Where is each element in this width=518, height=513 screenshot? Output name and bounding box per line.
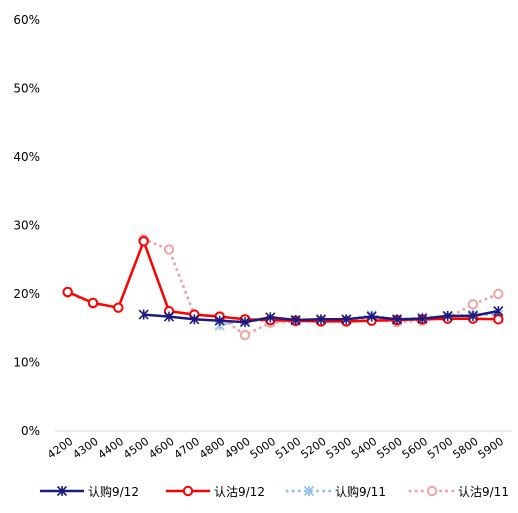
data-point	[62, 286, 73, 298]
data-point	[467, 310, 479, 321]
x-tick-label: 5100	[273, 435, 303, 462]
legend-label: 认购9/11	[335, 484, 386, 499]
data-point	[493, 306, 504, 317]
data-point	[189, 314, 200, 325]
data-point	[239, 329, 251, 341]
plot-area	[62, 234, 504, 341]
x-tick-label: 4400	[96, 435, 126, 462]
data-point	[315, 314, 327, 325]
series-1	[138, 306, 504, 328]
data-point	[426, 485, 438, 497]
legend-item: 认购9/12	[40, 484, 139, 499]
y-tick-label: 30%	[13, 219, 40, 233]
data-point	[265, 312, 276, 323]
x-axis: 4200430044004500460047004800490050005100…	[45, 430, 511, 462]
legend-item: 认购9/11	[285, 484, 386, 499]
x-tick-label: 5200	[298, 435, 328, 462]
x-tick-label: 4700	[172, 435, 202, 462]
x-tick-label: 4200	[45, 435, 75, 462]
x-tick-label: 5900	[476, 435, 506, 462]
x-tick-label: 4600	[146, 435, 176, 462]
data-point	[182, 485, 194, 497]
y-tick-label: 0%	[21, 424, 40, 438]
x-tick-label: 4300	[70, 435, 100, 462]
x-tick-label: 4500	[121, 435, 151, 462]
data-point	[290, 314, 301, 326]
series-line	[67, 240, 499, 323]
legend-item: 认沽9/12	[166, 485, 265, 499]
x-tick-label: 5800	[450, 435, 480, 462]
data-point	[138, 309, 149, 320]
series-2	[62, 236, 504, 327]
data-point	[493, 288, 504, 300]
data-point	[442, 310, 453, 321]
legend-label: 认沽9/12	[214, 485, 265, 499]
data-point	[163, 244, 175, 255]
data-point	[417, 313, 428, 324]
legend-label: 认沽9/11	[458, 485, 509, 499]
data-point	[56, 485, 68, 497]
y-tick-label: 40%	[13, 150, 40, 164]
x-tick-label: 5000	[248, 435, 278, 462]
y-tick-label: 60%	[13, 13, 40, 27]
x-tick-label: 5400	[349, 435, 379, 462]
legend-item: 认沽9/11	[408, 485, 509, 499]
y-tick-label: 10%	[13, 356, 40, 370]
data-point	[467, 299, 479, 310]
data-point	[239, 317, 251, 328]
y-tick-label: 20%	[13, 287, 40, 301]
x-tick-label: 4800	[197, 435, 227, 462]
data-point	[113, 302, 124, 313]
x-tick-label: 4900	[222, 435, 252, 462]
data-point	[138, 236, 149, 247]
series-4	[62, 234, 504, 341]
x-tick-label: 5700	[425, 435, 455, 462]
data-point	[391, 314, 403, 325]
x-tick-label: 5600	[400, 435, 430, 462]
data-point	[341, 314, 352, 325]
data-point	[87, 297, 99, 309]
legend: 认购9/12 认沽9/12 认购9/11 认沽9/11	[40, 484, 509, 499]
y-axis: 0% 10% 20% 30% 40% 50% 60%	[13, 13, 40, 438]
data-point	[303, 485, 315, 497]
x-tick-label: 5300	[324, 435, 354, 462]
legend-label: 认购9/12	[88, 484, 139, 499]
data-point	[163, 311, 175, 322]
y-tick-label: 50%	[13, 82, 40, 96]
data-point	[366, 311, 377, 322]
x-tick-label: 5500	[374, 435, 404, 462]
data-point	[493, 314, 504, 325]
data-point	[214, 315, 225, 326]
